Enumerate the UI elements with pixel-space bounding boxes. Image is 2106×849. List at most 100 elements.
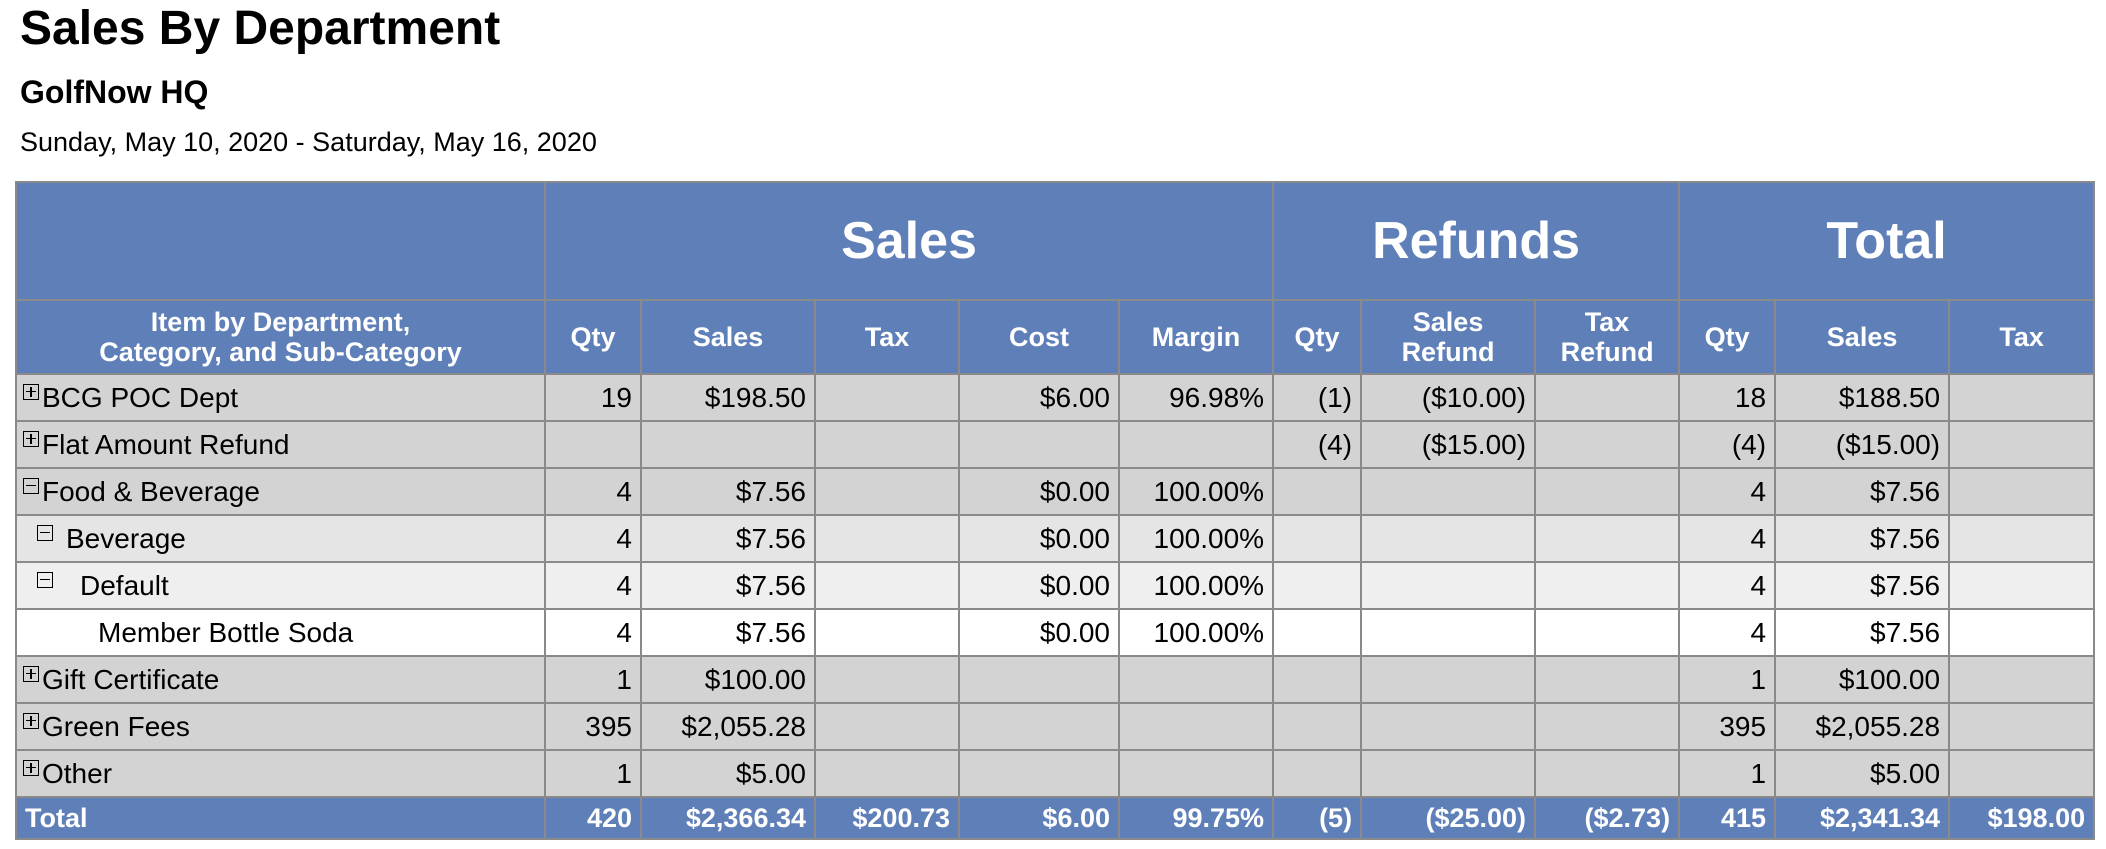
- cell-cost: [958, 420, 1120, 469]
- cell-total-sales: $188.50: [1774, 373, 1951, 422]
- cell-total-tax: [1948, 514, 2096, 563]
- cell-sales: [640, 420, 816, 469]
- total-margin: 99.75%: [1117, 796, 1275, 840]
- row-name-cell: Member Bottle Soda: [15, 608, 546, 657]
- cell-total-tax: [1948, 467, 2096, 516]
- expand-icon[interactable]: [23, 665, 39, 682]
- total-label: Total: [15, 796, 546, 840]
- cell-total-sales: $7.56: [1774, 467, 1951, 516]
- cell-total-sales: $7.56: [1774, 514, 1951, 563]
- cell-sales-refund: [1360, 608, 1537, 657]
- cell-refund-qty: [1272, 514, 1363, 563]
- cell-cost: $0.00: [958, 467, 1120, 516]
- cell-qty: 4: [544, 608, 642, 657]
- cell-total-qty: 395: [1678, 702, 1777, 751]
- cell-sales: $100.00: [640, 655, 816, 704]
- cell-tax: [814, 749, 960, 798]
- cell-margin: 100.00%: [1117, 467, 1275, 516]
- col-header-item: Item by Department, Category, and Sub-Cat…: [15, 299, 546, 375]
- group-header-sales: Sales: [543, 181, 1275, 301]
- cell-sales-refund: [1360, 467, 1537, 516]
- row-label: Member Bottle Soda: [98, 616, 354, 648]
- table-row: Default 4 $7.56 $0.00 100.00% 4 $7.56: [15, 561, 2096, 610]
- cell-tax-refund: [1534, 373, 1681, 422]
- total-total-sales: $2,341.34: [1774, 796, 1951, 840]
- expand-icon[interactable]: [23, 383, 39, 400]
- cell-sales-refund: [1360, 655, 1537, 704]
- report-title: Sales By Department: [20, 2, 501, 55]
- col-header-margin: Margin: [1117, 299, 1275, 375]
- cell-cost: [958, 655, 1120, 704]
- cell-tax: [814, 561, 960, 610]
- col-header-sales: Sales: [640, 299, 816, 375]
- table-row: Food & Beverage 4 $7.56 $0.00 100.00% 4 $7.56: [15, 467, 2096, 516]
- cell-sales: $198.50: [640, 373, 816, 422]
- cell-refund-qty: [1272, 467, 1363, 516]
- col-header-tax-refund: Tax Refund: [1534, 299, 1681, 375]
- cell-tax: [814, 655, 960, 704]
- cell-cost: [958, 702, 1120, 751]
- cell-total-tax: [1948, 655, 2096, 704]
- col-header-total-tax: Tax: [1948, 299, 2096, 375]
- total-refund-qty: (5): [1272, 796, 1363, 840]
- expand-icon[interactable]: [23, 759, 39, 776]
- cell-qty: 395: [544, 702, 642, 751]
- cell-total-sales: $7.56: [1774, 608, 1951, 657]
- table-row: Green Fees 395 $2,055.28 395 $2,055.28: [15, 702, 2096, 751]
- group-header-total: Total: [1678, 181, 2096, 301]
- cell-total-qty: (4): [1678, 420, 1777, 469]
- cell-sales: $7.56: [640, 608, 816, 657]
- row-name-cell: Default: [15, 561, 546, 610]
- cell-refund-qty: (1): [1272, 373, 1363, 422]
- cell-qty: 19: [544, 373, 642, 422]
- cell-tax-refund: [1534, 514, 1681, 563]
- total-sales-refund: ($25.00): [1360, 796, 1537, 840]
- col-header-refund-qty: Qty: [1272, 299, 1363, 375]
- cell-total-qty: 4: [1678, 561, 1777, 610]
- expand-icon[interactable]: [23, 712, 39, 729]
- cell-refund-qty: (4): [1272, 420, 1363, 469]
- cell-tax-refund: [1534, 749, 1681, 798]
- cell-tax-refund: [1534, 561, 1681, 610]
- total-cost: $6.00: [958, 796, 1120, 840]
- date-range: Sunday, May 10, 2020 - Saturday, May 16,…: [20, 127, 597, 157]
- cell-margin: [1117, 420, 1275, 469]
- cell-sales: $7.56: [640, 467, 816, 516]
- table-row: BCG POC Dept 19 $198.50 $6.00 96.98% (1) ($10.…: [15, 373, 2096, 422]
- collapse-icon[interactable]: [37, 571, 53, 588]
- cell-tax-refund: [1534, 467, 1681, 516]
- col-header-qty: Qty: [544, 299, 642, 375]
- cell-margin: [1117, 749, 1275, 798]
- cell-total-tax: [1948, 561, 2096, 610]
- col-header-sales-refund: Sales Refund: [1360, 299, 1537, 375]
- row-name-cell: Gift Certificate: [15, 655, 546, 704]
- cell-refund-qty: [1272, 702, 1363, 751]
- row-name-cell: Green Fees: [15, 702, 546, 751]
- cell-total-qty: 18: [1678, 373, 1777, 422]
- cell-margin: 100.00%: [1117, 514, 1275, 563]
- cell-sales: $2,055.28: [640, 702, 816, 751]
- cell-cost: $0.00: [958, 514, 1120, 563]
- cell-total-sales: $2,055.28: [1774, 702, 1951, 751]
- cell-tax: [814, 420, 960, 469]
- cell-margin: [1117, 655, 1275, 704]
- cell-qty: 4: [544, 561, 642, 610]
- cell-margin: 100.00%: [1117, 561, 1275, 610]
- cell-sales-refund: [1360, 749, 1537, 798]
- cell-refund-qty: [1272, 561, 1363, 610]
- row-label: Flat Amount Refund: [42, 428, 290, 460]
- cell-tax-refund: [1534, 655, 1681, 704]
- total-row: Total 420 $2,366.34 $200.73 $6.00 99.75%…: [15, 796, 2096, 840]
- row-label: Green Fees: [42, 710, 190, 742]
- row-name-cell: Food & Beverage: [15, 467, 546, 516]
- expand-icon[interactable]: [23, 430, 39, 447]
- header-blank-cell: [15, 181, 546, 301]
- cell-total-qty: 1: [1678, 655, 1777, 704]
- total-tax-refund: ($2.73): [1534, 796, 1681, 840]
- row-name-cell: Flat Amount Refund: [15, 420, 546, 469]
- collapse-icon[interactable]: [37, 524, 53, 541]
- col-header-tax: Tax: [814, 299, 960, 375]
- cell-total-sales: $5.00: [1774, 749, 1951, 798]
- collapse-icon[interactable]: [23, 477, 39, 494]
- cell-qty: [544, 420, 642, 469]
